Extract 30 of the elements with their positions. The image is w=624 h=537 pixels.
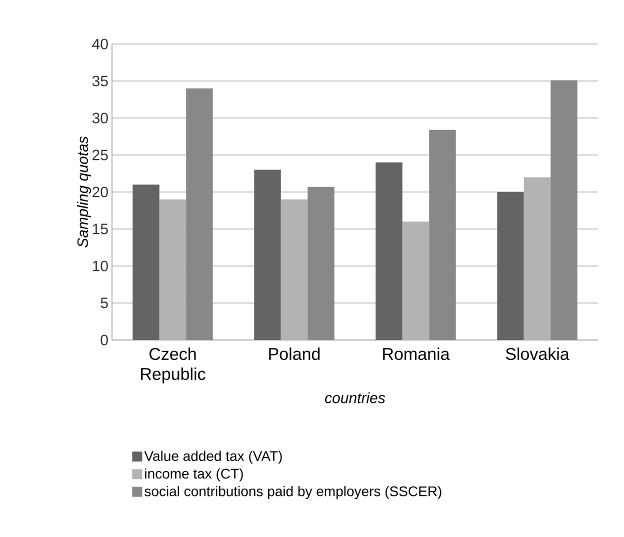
bar xyxy=(186,88,213,340)
x-tick-label: Czech Republic xyxy=(141,348,206,384)
bar xyxy=(524,177,551,340)
x-tick-label: Romania xyxy=(383,348,450,360)
y-tick-label: 10 xyxy=(92,260,108,272)
legend-label: income tax (CT) xyxy=(145,468,243,482)
bar xyxy=(376,162,402,340)
bar xyxy=(497,192,524,340)
y-tick-label: 15 xyxy=(92,224,108,234)
bar xyxy=(308,186,334,340)
bar xyxy=(132,184,160,340)
y-tick-label: 5 xyxy=(100,298,108,308)
y-tick-label: 25 xyxy=(92,150,108,160)
bar xyxy=(280,199,308,340)
bar xyxy=(402,222,430,340)
x-tick-label: Slovakia xyxy=(506,348,570,360)
bar xyxy=(429,130,456,340)
x-axis-title: countries xyxy=(325,392,386,404)
y-tick-label: 0 xyxy=(100,334,108,346)
y-tick-label: 40 xyxy=(92,38,108,50)
legend-label: social contributions paid by employers (SSCER) xyxy=(144,486,442,500)
x-tick-label: Poland xyxy=(269,348,320,360)
y-tick-label: 20 xyxy=(92,186,108,198)
y-tick-label: 30 xyxy=(92,112,108,124)
legend-label: Value added tax (VAT) xyxy=(144,450,282,464)
bar xyxy=(159,199,186,340)
bar xyxy=(254,170,281,340)
bar xyxy=(550,80,578,340)
y-axis-title: Sampling quotas xyxy=(76,136,91,248)
y-tick-label: 35 xyxy=(92,76,108,86)
